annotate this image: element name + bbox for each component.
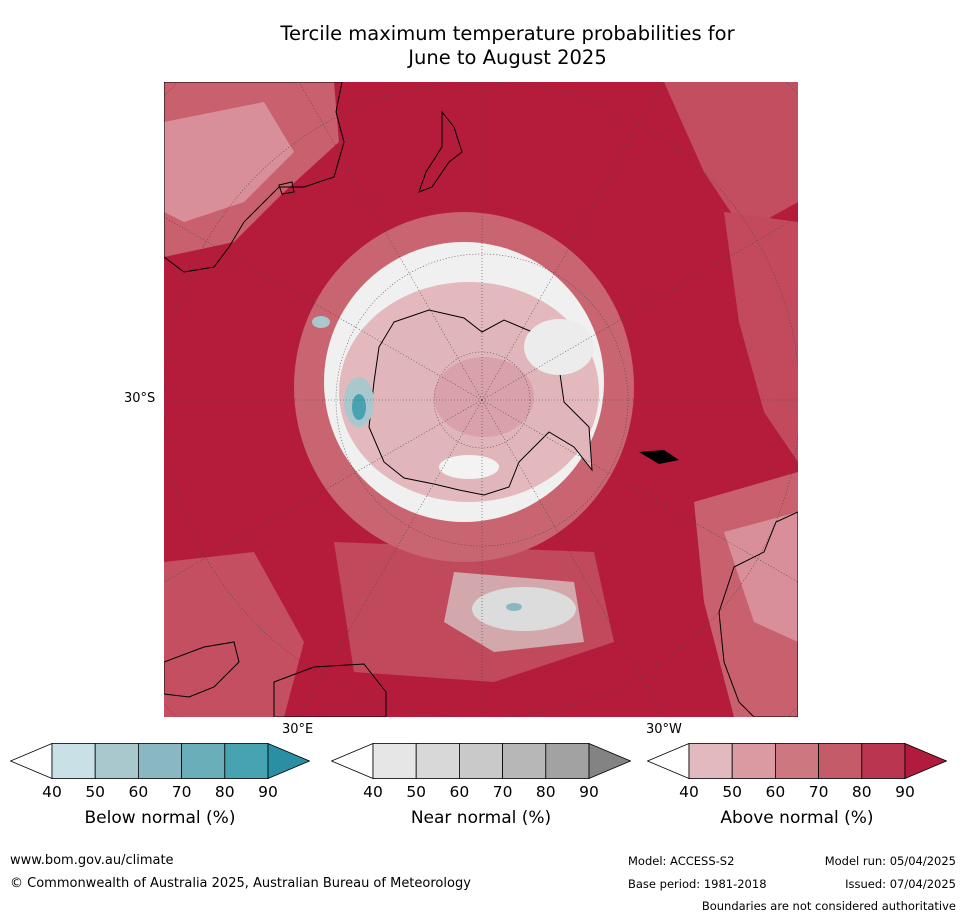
colorbar-tick-label: 80 bbox=[851, 783, 872, 801]
colorbar-box-1 bbox=[731, 743, 776, 779]
colorbar-tick-label: 40 bbox=[363, 783, 383, 801]
colorbar-box-0 bbox=[372, 743, 417, 779]
patch-e bbox=[724, 212, 798, 462]
colorbar-tick-label: 60 bbox=[449, 783, 470, 801]
patch-nw-light bbox=[164, 102, 294, 222]
colorbar-tick-label: 70 bbox=[492, 783, 513, 801]
map-title: Tercile maximum temperature probabilitie… bbox=[160, 22, 855, 70]
colorbar-near-normal bbox=[331, 743, 631, 779]
colorbar-tick-label: 50 bbox=[85, 783, 106, 801]
patch-grey-s bbox=[472, 587, 576, 631]
colorbar-tick-label: 40 bbox=[42, 783, 62, 801]
footer-website: www.bom.gov.au/climate bbox=[10, 853, 174, 868]
new-zealand bbox=[418, 110, 463, 193]
patch-ne bbox=[664, 82, 798, 232]
colorbar-above-normal bbox=[647, 743, 947, 779]
colorbar-box-3 bbox=[181, 743, 226, 779]
colorbar-below-normal bbox=[10, 743, 310, 779]
colorbar-box-1 bbox=[94, 743, 139, 779]
madagascar bbox=[273, 663, 387, 717]
patch-sw bbox=[164, 552, 304, 717]
colorbar-tick-label: 90 bbox=[895, 783, 915, 801]
colorbar-box-3 bbox=[502, 743, 547, 779]
probability-map bbox=[164, 82, 798, 717]
footer-disclaimer: Boundaries are not considered authoritat… bbox=[701, 899, 956, 913]
colorbar-tick-label: 90 bbox=[258, 783, 278, 801]
footer-model-run: Model run: 05/04/2025 bbox=[824, 854, 956, 868]
colorbar-box-0 bbox=[688, 743, 733, 779]
patch-se-light bbox=[724, 512, 798, 642]
colorbar-box-4 bbox=[861, 743, 906, 779]
footer-base-period: Base period: 1981-2018 bbox=[628, 877, 767, 891]
colorbar-box-2 bbox=[458, 743, 503, 779]
colorbar-tick-label: 70 bbox=[808, 783, 829, 801]
near-normal-pocket-2 bbox=[439, 455, 499, 479]
colorbar-box-0 bbox=[51, 743, 96, 779]
colorbar-tick-label: 40 bbox=[679, 783, 699, 801]
africa bbox=[164, 641, 240, 698]
colorbar-tick-label: 50 bbox=[722, 783, 743, 801]
south-america bbox=[718, 511, 798, 717]
title-line-2: June to August 2025 bbox=[408, 46, 607, 69]
colorbar-box-3 bbox=[818, 743, 863, 779]
longitude-label-30e: 30°E bbox=[282, 722, 314, 737]
colorbar-2-graphic bbox=[647, 743, 947, 779]
colorbar-0-graphic bbox=[10, 743, 310, 779]
colorbar-tick-label: 80 bbox=[214, 783, 235, 801]
colorbar-extend-high bbox=[588, 743, 631, 779]
colorbar-box-2 bbox=[774, 743, 819, 779]
colorbar-box-4 bbox=[545, 743, 590, 779]
colorbar-above-normal-label: Above normal (%) bbox=[720, 808, 874, 828]
colorbar-extend-high bbox=[267, 743, 310, 779]
colorbar-tick-label: 60 bbox=[765, 783, 786, 801]
colorbar-near-normal-label: Near normal (%) bbox=[410, 808, 552, 828]
colorbar-box-1 bbox=[415, 743, 460, 779]
footer-issued: Issued: 07/04/2025 bbox=[845, 877, 956, 891]
colorbar-1-graphic bbox=[331, 743, 631, 779]
colorbar-tick-label: 60 bbox=[128, 783, 149, 801]
tierra-del-fuego bbox=[639, 450, 679, 464]
longitude-label-30w: 30°W bbox=[646, 722, 682, 737]
colorbar-box-2 bbox=[137, 743, 182, 779]
australia bbox=[164, 82, 345, 273]
colorbar-tick-label: 80 bbox=[535, 783, 556, 801]
title-line-1: Tercile maximum temperature probabilitie… bbox=[280, 22, 735, 45]
footer-model: Model: ACCESS-S2 bbox=[628, 854, 735, 868]
below-normal-blue-3 bbox=[312, 316, 330, 328]
colorbar-extend-low bbox=[10, 743, 53, 779]
colorbar-extend-low bbox=[331, 743, 374, 779]
colorbar-tick-label: 90 bbox=[579, 783, 599, 801]
colorbar-below-normal-label: Below normal (%) bbox=[84, 808, 236, 828]
near-normal-pocket bbox=[524, 319, 594, 375]
colorbar-tick-label: 50 bbox=[406, 783, 427, 801]
footer-copyright: © Commonwealth of Australia 2025, Austra… bbox=[10, 876, 471, 891]
patch-blue-s bbox=[506, 603, 522, 611]
latitude-label-30s: 30°S bbox=[124, 391, 156, 406]
meridians bbox=[164, 82, 798, 717]
tasmania bbox=[278, 181, 295, 195]
colorbar-box-4 bbox=[224, 743, 269, 779]
latitude-circle-mid bbox=[335, 253, 629, 547]
colorbar-extend-low bbox=[647, 743, 690, 779]
colorbar-extend-high bbox=[904, 743, 947, 779]
colorbar-tick-label: 70 bbox=[171, 783, 192, 801]
below-normal-blue-2 bbox=[352, 394, 366, 420]
